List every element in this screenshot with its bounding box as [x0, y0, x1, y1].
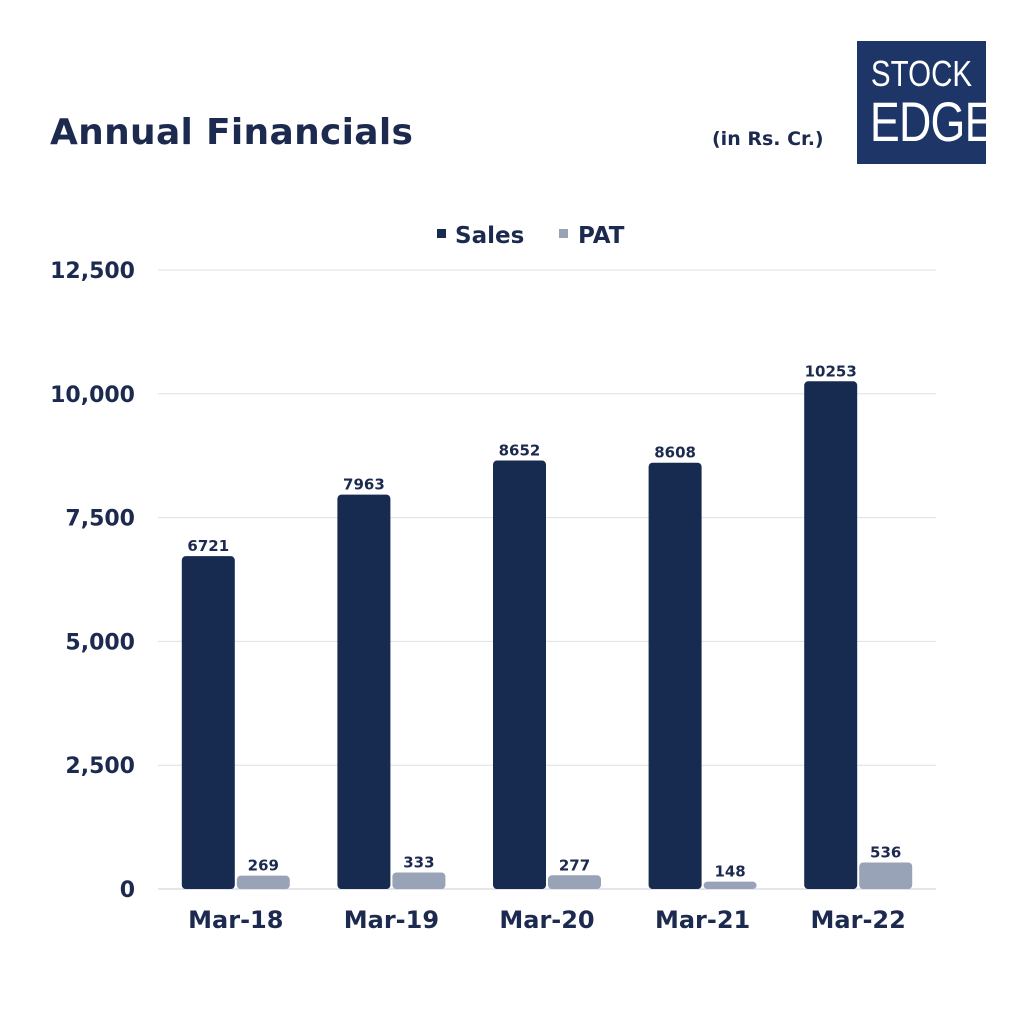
- logo-line-2: EDGE: [869, 90, 986, 153]
- legend-label-sales: Sales: [455, 223, 524, 249]
- legend-swatch-pat: [559, 229, 568, 238]
- legend-swatch-sales: [437, 229, 446, 238]
- bar-pat: [859, 862, 913, 889]
- y-tick-label: 5,000: [65, 630, 135, 655]
- x-tick-label: Mar-22: [811, 906, 906, 934]
- x-tick-label: Mar-19: [344, 906, 439, 934]
- stockedge-logo: STOCK EDGE: [857, 41, 986, 164]
- y-tick-label: 10,000: [50, 383, 135, 408]
- x-tick-label: Mar-21: [655, 906, 750, 934]
- x-tick-label: Mar-18: [188, 906, 283, 934]
- bar-pat: [236, 875, 290, 889]
- data-label: 536: [870, 843, 901, 861]
- data-label: 148: [714, 863, 745, 881]
- bar-sales: [648, 462, 702, 889]
- data-label: 277: [559, 856, 590, 874]
- chart-title: Annual Financials: [50, 112, 414, 153]
- bar-sales: [804, 381, 858, 889]
- y-tick-label: 0: [120, 878, 135, 903]
- data-label: 7963: [343, 476, 385, 494]
- data-label: 10253: [805, 362, 857, 380]
- data-label: 6721: [187, 537, 229, 555]
- bar-sales: [337, 494, 391, 889]
- x-tick-label: Mar-20: [499, 906, 594, 934]
- bar-sales: [181, 556, 235, 889]
- data-label: 8608: [654, 444, 696, 462]
- units-label: (in Rs. Cr.): [712, 128, 824, 150]
- bar-sales: [493, 460, 546, 889]
- bar-pat: [703, 881, 757, 889]
- y-tick-label: 7,500: [65, 507, 135, 532]
- legend-label-pat: PAT: [578, 223, 625, 249]
- bar-pat: [392, 872, 446, 889]
- data-label: 269: [248, 857, 279, 875]
- data-label: 8652: [499, 442, 541, 460]
- logo-line-1: STOCK: [870, 53, 973, 94]
- y-tick-label: 2,500: [65, 754, 135, 779]
- data-label: 333: [403, 854, 434, 872]
- y-tick-label: 12,500: [50, 259, 135, 284]
- bar-pat: [548, 875, 601, 889]
